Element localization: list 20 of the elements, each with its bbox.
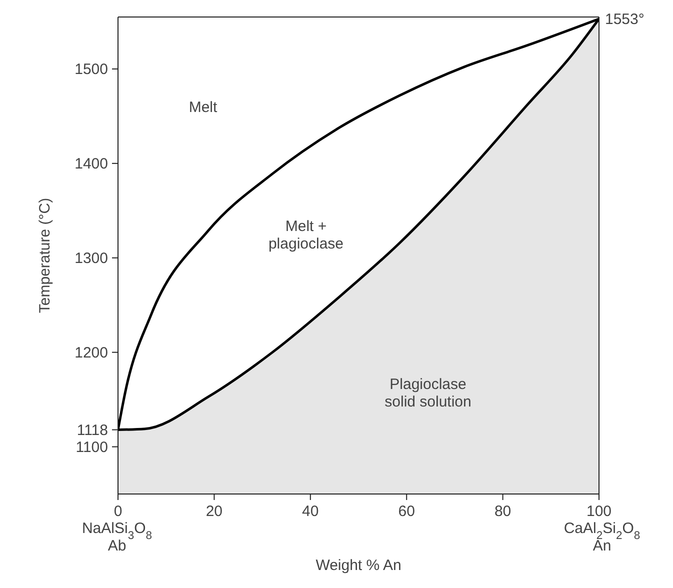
y-tick-label: 1500	[74, 60, 108, 78]
y-tick-label: 1200	[74, 344, 108, 362]
x-tick-label: 100	[586, 503, 612, 520]
y-tick-label: 1100	[76, 438, 108, 456]
annotation: Melt	[188, 99, 218, 116]
annotation: 1553°	[605, 10, 644, 28]
x-tick-label: 40	[302, 503, 319, 520]
x-tick-label: 60	[398, 503, 415, 520]
x-tick-label: 20	[206, 503, 223, 520]
text: CaAl$_{2}$Si$_{2}$O$_{8}$ An	[564, 520, 640, 554]
annotation: Plagioclase solid solution	[384, 376, 472, 410]
x-tick-label: 80	[494, 503, 512, 520]
y-tick-label: 1118	[76, 422, 108, 439]
x-tick-label: 0	[114, 503, 122, 520]
annotation: Melt + plagioclase	[268, 218, 344, 252]
x-axis-title: Weight % An	[316, 557, 402, 574]
text: NaAlSi$_{3}$O$_{8}$ Ab	[82, 520, 152, 554]
y-tick-label: 1400	[74, 155, 108, 172]
y-tick-label: 1300	[74, 250, 108, 267]
y-axis-title: Temperature (°C)	[36, 198, 54, 314]
